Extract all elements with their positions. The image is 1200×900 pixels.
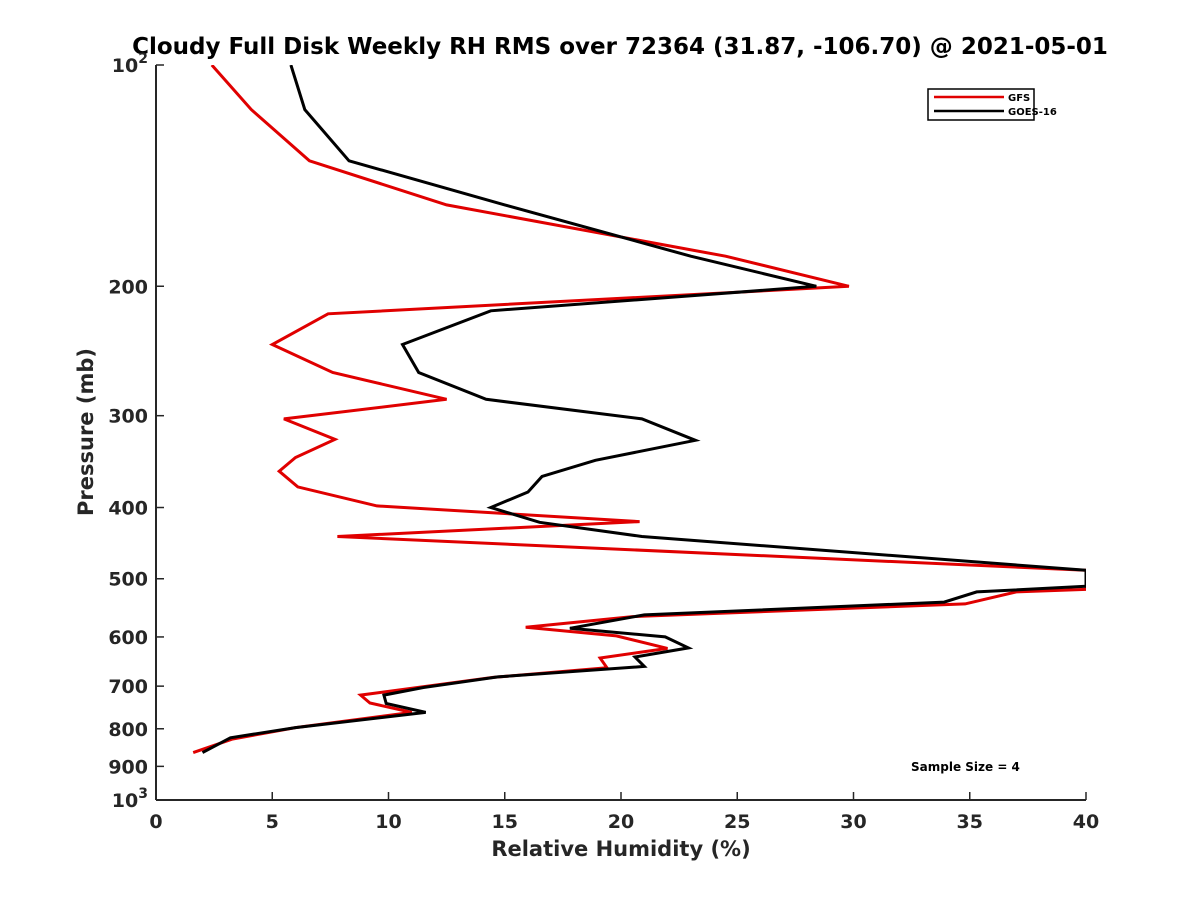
y-tick-label: 900 xyxy=(108,756,148,778)
x-ticks: 0 5 10 15 20 25 30 35 40 xyxy=(149,792,1099,833)
y-tick-label: 800 xyxy=(108,719,148,741)
x-tick-label: 25 xyxy=(724,811,750,833)
legend: GFS GOES-16 xyxy=(927,88,1057,121)
y-tick-label: 300 xyxy=(108,406,148,428)
y-tick-label: 700 xyxy=(108,676,148,698)
x-tick-label: 10 xyxy=(375,811,401,833)
x-tick-label: 20 xyxy=(608,811,634,833)
x-tick-label: 5 xyxy=(266,811,279,833)
y-tick-label: 500 xyxy=(108,569,148,591)
x-axis-label: Relative Humidity (%) xyxy=(491,837,750,861)
series-layer xyxy=(192,65,1086,755)
y-tick-label: 102 xyxy=(112,51,148,77)
chart-title: Cloudy Full Disk Weekly RH RMS over 7236… xyxy=(132,34,1108,60)
x-tick-label: 0 xyxy=(149,811,162,833)
x-tick-label: 15 xyxy=(492,811,518,833)
x-tick-label: 40 xyxy=(1073,811,1099,833)
y-axis-label: Pressure (mb) xyxy=(74,348,98,516)
y-tick-label: 400 xyxy=(108,498,148,520)
sample-size-annotation: Sample Size = 4 xyxy=(911,760,1020,774)
y-tick-label: 103 xyxy=(112,786,148,812)
x-tick-label: 30 xyxy=(840,811,866,833)
y-tick-label: 600 xyxy=(108,627,148,649)
legend-box xyxy=(927,88,1035,121)
x-tick-label: 35 xyxy=(957,811,983,833)
legend-label: GOES-16 xyxy=(1008,107,1057,118)
series-line-goes-16 xyxy=(201,65,1086,754)
legend-label: GFS xyxy=(1008,93,1030,104)
y-tick-label: 200 xyxy=(108,276,148,298)
y-ticks: 102 200 300 400 500 600 700 800 900 103 xyxy=(108,51,164,812)
